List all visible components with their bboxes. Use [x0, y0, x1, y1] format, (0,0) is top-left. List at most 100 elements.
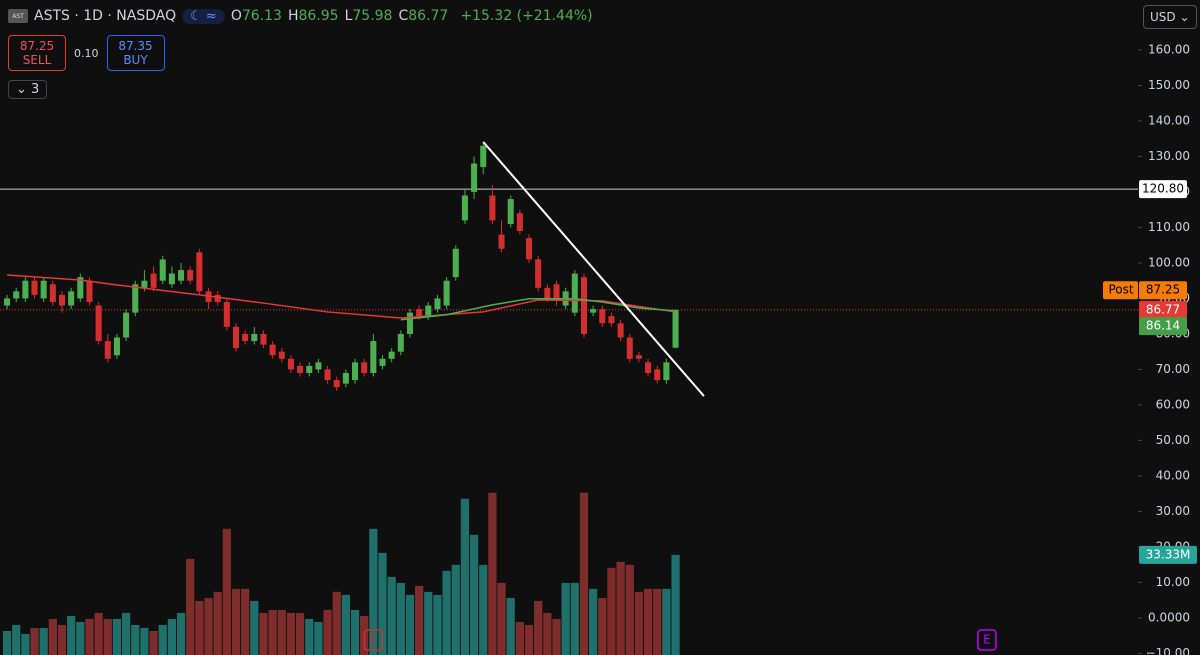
price-tag-label: 87.25 [1146, 283, 1180, 297]
candle-body [663, 362, 670, 381]
post-label: Post [1108, 283, 1133, 297]
symbol-logo: AST [8, 9, 28, 23]
ohlc-value: 86.77 [408, 8, 449, 24]
currency-button[interactable]: USD ⌄ [1143, 5, 1197, 29]
candle-body [68, 291, 75, 306]
candle-body [370, 341, 377, 373]
candle-body [113, 337, 120, 356]
volume-bar [433, 594, 442, 655]
symbol-title[interactable]: ASTS · 1D · NASDAQ [34, 8, 177, 24]
candle-body [150, 273, 157, 288]
candle-body [260, 333, 267, 345]
buy-price: 87.35 [118, 39, 153, 53]
earnings-label: E [370, 633, 378, 647]
candle-body [461, 195, 468, 221]
volume-bar [570, 582, 579, 655]
candle-body [443, 280, 450, 306]
volume-bar [21, 633, 30, 655]
volume-bar [543, 612, 552, 655]
candle-body [535, 259, 542, 288]
candle-body [498, 234, 505, 249]
candle-body [31, 280, 38, 295]
candle-body [425, 305, 432, 317]
volume-bar [607, 567, 616, 655]
volume-bar [589, 588, 598, 655]
candle-body [86, 280, 93, 302]
ohlc-key: L [344, 8, 353, 24]
y-tick-label: 50.00 [1156, 433, 1190, 447]
ohlc-value: 75.98 [352, 8, 393, 24]
volume-bar [121, 612, 131, 655]
candle-body [489, 195, 496, 221]
indicator-count: 3 [31, 82, 40, 97]
candle-body [361, 362, 368, 373]
volume-bar [314, 621, 323, 655]
candle-body [187, 270, 194, 281]
volume-bar [405, 594, 415, 655]
indicator-toggle[interactable]: ⌄ 3 [8, 80, 48, 99]
candle-body [4, 298, 11, 306]
volume-bar [295, 612, 305, 655]
volume-bar [579, 492, 589, 655]
session-pill[interactable]: ☾ ≈ [182, 8, 225, 24]
candle-body [287, 358, 294, 370]
candle-body [22, 280, 29, 299]
candle-body [599, 309, 606, 324]
volume-bar [524, 624, 534, 655]
volume-bar [350, 609, 360, 655]
price-tag-label: 86.14 [1146, 319, 1180, 333]
volume-bar [616, 561, 625, 655]
volume-bar [103, 618, 112, 655]
ohlc-value: 76.13 [241, 8, 282, 24]
y-tick-label: 160.00 [1148, 42, 1190, 56]
candle-body [324, 369, 331, 381]
volume-bar [67, 615, 76, 655]
volume-bar [442, 570, 451, 655]
price-tag [1139, 180, 1187, 199]
sell-button[interactable]: 87.25 SELL [8, 35, 66, 71]
volume-bar [277, 609, 286, 655]
volume-bar [415, 585, 424, 655]
candle-body [159, 259, 166, 281]
candle-body [223, 301, 230, 327]
candle-body [507, 199, 514, 224]
volume-bar [39, 627, 48, 655]
candle-body [654, 369, 661, 381]
volume-bar [57, 624, 67, 655]
sell-label: SELL [22, 53, 52, 67]
volume-bar [662, 588, 671, 655]
trade-panel: 87.25 SELL 0.10 87.35 BUY [8, 35, 165, 71]
y-tick-label: 30.00 [1156, 504, 1190, 518]
candle-body [544, 287, 551, 299]
candle-body [416, 309, 423, 317]
currency: USD [1150, 10, 1176, 24]
volume-bar [176, 612, 186, 655]
volume-bar [305, 618, 314, 655]
volume-bar [94, 612, 103, 655]
price-tag [1139, 300, 1187, 319]
volume-bar [469, 534, 479, 655]
candle-body [471, 163, 478, 192]
volume-bar [387, 576, 396, 655]
buy-button[interactable]: 87.35 BUY [106, 35, 165, 71]
volume-bar [378, 552, 387, 655]
candle-body [617, 323, 624, 338]
volume-bar [149, 630, 158, 655]
spread: 0.10 [74, 46, 99, 60]
y-tick-label: 10.00 [1156, 575, 1190, 589]
candle-body [516, 213, 523, 232]
symbol-header: AST ASTS · 1D · NASDAQ ☾ ≈ O76.13 H86.95 L… [8, 8, 593, 24]
price-tag-label: 86.77 [1146, 302, 1180, 316]
candle-body [251, 333, 258, 342]
volume-bar [625, 564, 634, 655]
change: +15.32 (+21.44%) [460, 8, 593, 24]
candle-body [571, 273, 578, 313]
candle-body [49, 284, 56, 302]
volume-bar [250, 600, 259, 655]
volume-bar [671, 554, 680, 655]
volume-bar [112, 618, 122, 655]
y-tick-label: −10.00 [1146, 646, 1190, 655]
y-tick-label: 140.00 [1148, 113, 1190, 127]
volume-bar [158, 624, 167, 655]
